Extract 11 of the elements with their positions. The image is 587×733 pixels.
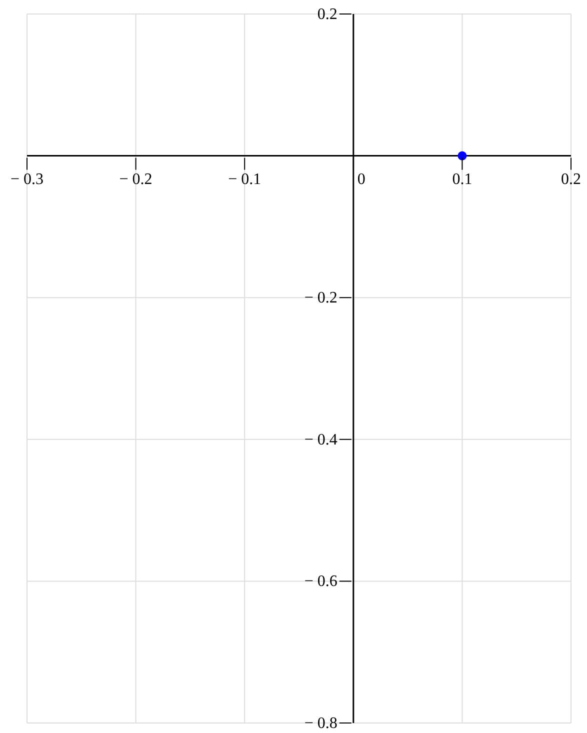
x-tick-label: 0 — [357, 170, 366, 188]
y-tick-label: − 0.2 — [304, 290, 338, 307]
x-tick-label: 0.2 — [561, 170, 581, 188]
y-tick-label: − 0.4 — [304, 431, 338, 448]
x-tick-label: 0.1 — [452, 170, 472, 188]
x-tick-label: − 0.3 — [10, 170, 44, 188]
x-tick-label: − 0.2 — [119, 170, 152, 188]
x-tick-label: − 0.1 — [228, 170, 262, 188]
y-tick-label: 0.2 — [317, 6, 338, 23]
y-tick-label: − 0.8 — [304, 715, 338, 732]
y-tick-label: − 0.6 — [304, 573, 338, 590]
